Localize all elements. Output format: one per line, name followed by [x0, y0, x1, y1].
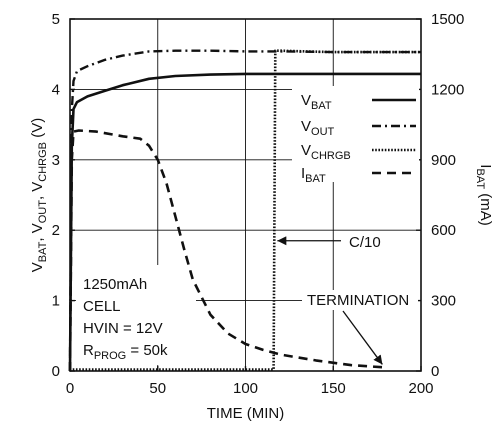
legend-label-part: V [301, 118, 311, 135]
legend-label-subscript: BAT [305, 173, 326, 185]
y-left-tick-label: 3 [52, 152, 60, 169]
annotation-cell-info-line-part: 1250mAh [83, 276, 147, 293]
y-left-axis-label-subscript: OUT [37, 200, 49, 224]
y-left-axis-label-subscript: CHRGB [37, 142, 49, 182]
legend-label: VOUT [301, 118, 335, 138]
annotation-termination-label: TERMINATION [307, 292, 409, 309]
legend-label-part: V [301, 142, 311, 159]
x-axis-label: TIME (MIN) [207, 405, 284, 422]
y-right-axis-label-subscript: BAT [474, 168, 486, 189]
annotation-cell-info-line: CELL [83, 298, 121, 315]
y-left-axis-label-part: V [29, 262, 46, 272]
x-tick-label: 150 [321, 380, 346, 397]
legend-label: IBAT [301, 165, 326, 185]
y-right-tick-label: 300 [431, 293, 456, 310]
legend-label-subscript: CHRGB [311, 150, 351, 162]
y-right-tick-label: 900 [431, 152, 456, 169]
annotation-backdrop [76, 265, 196, 365]
axis-labels: TIME (MIN)VBAT, VOUT, VCHRGB (V)IBAT (mA… [29, 118, 494, 422]
y-right-tick-label: 1500 [431, 11, 464, 28]
y-left-axis-label-part: , V [29, 223, 46, 241]
annotation-cell-info-line-part: HVIN = 12V [83, 320, 163, 337]
x-tick-label: 50 [149, 380, 166, 397]
legend-background [292, 86, 419, 182]
y-right-tick-label: 600 [431, 222, 456, 239]
y-right-tick-label: 1200 [431, 81, 464, 98]
legend-label-subscript: BAT [311, 100, 332, 112]
y-left-axis-label-part: (V) [29, 118, 46, 142]
y-right-axis-label-part: (mA) [477, 189, 494, 226]
y-left-tick-label: 0 [52, 363, 60, 380]
legend-label: VCHRGB [301, 142, 351, 162]
y-right-tick-label: 0 [431, 363, 439, 380]
y-right-axis-label: IBAT (mA) [474, 164, 494, 225]
y-left-tick-label: 5 [52, 11, 60, 28]
annotation-cell-info-line-part: R [83, 342, 94, 359]
series-line-ibat [68, 129, 386, 372]
x-tick-label: 0 [66, 380, 74, 397]
x-tick-label: 100 [233, 380, 258, 397]
annotation-cell-info-line-subscript: PROG [94, 350, 126, 362]
annotation-cell-info-line-part: CELL [83, 298, 121, 315]
legend-label-part: V [301, 92, 311, 109]
annotations: 1250mAh CELL HVIN = 12V RPROG = 50k C/10 TERM… [83, 234, 418, 365]
legend-label-part: I [301, 165, 305, 182]
y-left-tick-label: 4 [52, 81, 60, 98]
annotation-cell-info-line: RPROG = 50k [83, 342, 168, 362]
annotation-termination-arrow [342, 310, 383, 365]
x-tick-label: 200 [408, 380, 433, 397]
annotation-cell-info-line-part: = 50k [126, 342, 168, 359]
series-lines [68, 49, 421, 373]
y-left-axis-label: VBAT, VOUT, VCHRGB (V) [29, 118, 49, 272]
y-left-tick-label: 2 [52, 222, 60, 239]
annotation-cell-info-line: 1250mAh [83, 276, 147, 293]
annotation-cell-info-line: HVIN = 12V [83, 320, 163, 337]
y-left-axis-label-subscript: BAT [37, 241, 49, 262]
annotation-c10-label: C/10 [349, 234, 381, 251]
y-left-axis-label-part: , V [29, 182, 46, 200]
legend-label: VBAT [301, 92, 332, 112]
grid [70, 19, 421, 371]
annotation-termination-backdrop [302, 290, 418, 310]
y-right-axis-label-part: I [477, 164, 494, 168]
legend-label-subscript: OUT [311, 126, 335, 138]
y-left-tick-label: 1 [52, 293, 60, 310]
